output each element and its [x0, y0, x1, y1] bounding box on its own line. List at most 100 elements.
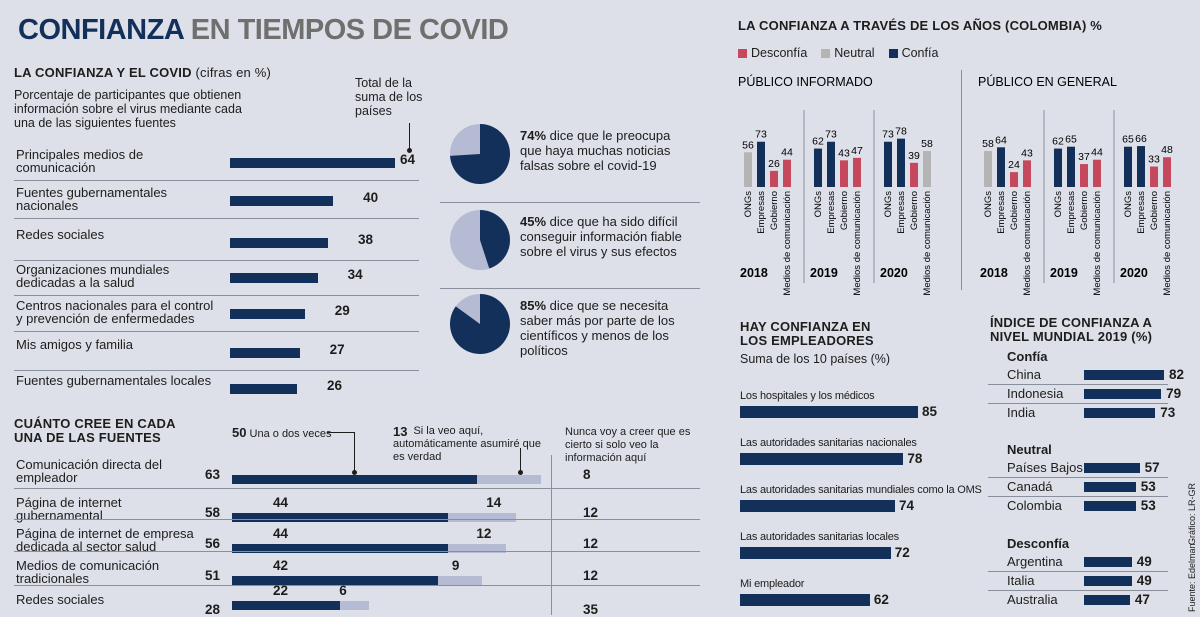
category-label: ONGs — [1053, 191, 1064, 218]
covid-row-label: Centros nacionales para el control y pre… — [16, 298, 214, 326]
covid-total-label: Total de la suma de los países — [355, 76, 423, 118]
year-bar-value: 26 — [768, 158, 780, 170]
employer-bar — [740, 453, 904, 465]
year-bar-value: 24 — [1008, 159, 1020, 171]
covid-row-divider — [14, 370, 419, 371]
year-label: 2020 — [880, 266, 908, 280]
index-bar — [1084, 408, 1156, 418]
covid-bar — [230, 273, 318, 283]
belief-bar-once — [232, 513, 448, 522]
employer-bar — [740, 406, 918, 418]
pie-value-slice — [450, 124, 510, 184]
pie-desc: dice que ha sido difícil conseguir infor… — [520, 214, 682, 259]
covid-row-label: Fuentes gubernamentales nacionales — [16, 185, 168, 213]
legend-swatch — [738, 49, 747, 59]
covid-description: Porcentaje de participantes que obtienen… — [14, 88, 242, 130]
belief-row-divider — [14, 551, 700, 552]
covid-bar — [230, 158, 395, 168]
belief-row-label: Medios de comunicación tradicionales — [16, 558, 160, 586]
pie-chart — [450, 124, 510, 184]
covid-row-divider — [14, 218, 419, 219]
pie-divider — [440, 202, 700, 203]
belief-total: 56 — [205, 536, 221, 551]
year-bar-value: 73 — [755, 129, 767, 141]
category-label: Empresas — [826, 191, 837, 234]
year-bar — [1124, 146, 1132, 187]
category-label: Medios de comunicación — [1022, 191, 1033, 296]
year-bar — [884, 141, 892, 187]
belief-row-label: Redes sociales — [16, 592, 105, 607]
belief-total: 28 — [205, 602, 221, 617]
category-label: Medios de comunicación — [1092, 191, 1103, 296]
category-label: ONGs — [883, 191, 894, 218]
index-value: 79 — [1166, 386, 1182, 401]
pie-value-slice — [480, 210, 510, 269]
year-bar — [984, 151, 992, 187]
year-bar — [1080, 164, 1088, 187]
employer-label: Las autoridades sanitarias nacionales — [740, 437, 917, 449]
employer-bar — [740, 547, 891, 559]
belief-total: 58 — [205, 505, 221, 520]
employer-label: Los hospitales y los médicos — [740, 390, 875, 402]
index-row-label: China — [1007, 367, 1041, 382]
pie-text: 74% dice que le preocupa que haya muchas… — [520, 128, 685, 173]
title-rest: EN TIEMPOS DE COVID — [190, 14, 509, 46]
year-label: 2018 — [980, 266, 1008, 280]
index-value: 53 — [1140, 479, 1156, 494]
pie-value-slice — [450, 294, 510, 354]
index-row-divider — [988, 403, 1168, 404]
category-label: Empresas — [756, 191, 767, 234]
covid-bar — [230, 238, 328, 248]
legend-swatch — [888, 49, 898, 59]
category-label: Empresas — [996, 191, 1007, 234]
belief-divider — [551, 455, 552, 615]
belief-row-divider — [14, 585, 700, 586]
year-bar-value: 78 — [895, 126, 907, 138]
belief-auto-value: 9 — [451, 558, 460, 573]
covid-bar — [230, 384, 298, 394]
legend-label: Neutral — [834, 46, 875, 60]
year-label: 2020 — [1120, 266, 1148, 280]
ann1-leader-v — [354, 432, 355, 472]
index-value: 82 — [1169, 367, 1185, 382]
year-bar — [853, 157, 861, 187]
year-bar — [1067, 146, 1075, 187]
belief-bar-auto — [339, 601, 370, 610]
employer-value: 72 — [894, 545, 910, 560]
category-label: Empresas — [896, 191, 907, 234]
covid-bar — [230, 348, 300, 358]
belief-bar-once — [232, 544, 448, 553]
year-bar-value: 48 — [1161, 144, 1173, 156]
ann2-leader — [520, 448, 521, 472]
year-bar — [1137, 146, 1145, 187]
covid-row-label: Fuentes gubernamentales locales — [16, 373, 212, 388]
covid-value: 40 — [363, 190, 379, 205]
belief-row-divider — [14, 519, 700, 520]
year-label: 2019 — [1050, 266, 1078, 280]
pie-desc: dice que se necesita saber más por parte… — [520, 298, 675, 358]
year-bar-value: 65 — [1065, 134, 1077, 146]
covid-heading-text: LA CONFIANZA Y EL COVID — [14, 65, 192, 80]
belief-once-value: 44 — [273, 526, 289, 541]
category-label: Medios de comunicación — [1162, 191, 1173, 296]
belief-ann2: 13 Si la veo aquí, automáticamente asumir… — [393, 425, 553, 464]
covid-bar — [230, 196, 334, 206]
index-bar — [1084, 389, 1162, 399]
index-row-divider — [988, 384, 1168, 385]
index-row-divider — [988, 477, 1168, 478]
year-bar-value: 64 — [995, 134, 1007, 146]
pie-text: 45% dice que ha sido difícil conseguir i… — [520, 214, 685, 259]
year-bar — [757, 141, 765, 187]
covid-heading: LA CONFIANZA Y EL COVID (cifras en %) — [14, 65, 271, 80]
belief-ann1-num: 50 — [232, 425, 247, 440]
ann1-leader-h — [327, 432, 354, 433]
belief-row-label: Página de internet de empresa dedicada a… — [16, 526, 194, 554]
covid-value: 26 — [327, 378, 343, 393]
index-row-label: Indonesia — [1007, 386, 1064, 401]
index-heading: ÍNDICE DE CONFIANZA A NIVEL MUNDIAL 2019… — [990, 315, 1153, 344]
pie-chart — [450, 294, 510, 354]
belief-row-label: Página de internet gubernamental — [16, 495, 122, 523]
pie-chart — [450, 210, 510, 270]
category-label: Empresas — [1136, 191, 1147, 234]
covid-row-divider — [14, 295, 419, 296]
